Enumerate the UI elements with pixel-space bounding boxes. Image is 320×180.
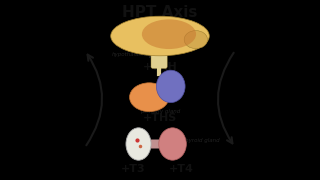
Text: HPT Axis: HPT Axis [122, 5, 198, 20]
Ellipse shape [156, 70, 185, 103]
Ellipse shape [111, 16, 209, 56]
Ellipse shape [130, 83, 169, 112]
Ellipse shape [184, 31, 207, 49]
FancyBboxPatch shape [151, 47, 167, 68]
Text: +T4: +T4 [169, 164, 194, 174]
Ellipse shape [126, 128, 151, 160]
Text: +T3: +T3 [121, 164, 145, 174]
Text: +TRH: +TRH [143, 62, 177, 73]
FancyBboxPatch shape [141, 140, 170, 148]
Ellipse shape [159, 128, 186, 160]
Text: pituitary gland: pituitary gland [140, 109, 180, 114]
Text: hypothalamus: hypothalamus [112, 51, 151, 57]
Ellipse shape [142, 19, 196, 49]
Text: thyroid gland: thyroid gland [183, 138, 220, 143]
Text: +THS: +THS [143, 113, 177, 123]
